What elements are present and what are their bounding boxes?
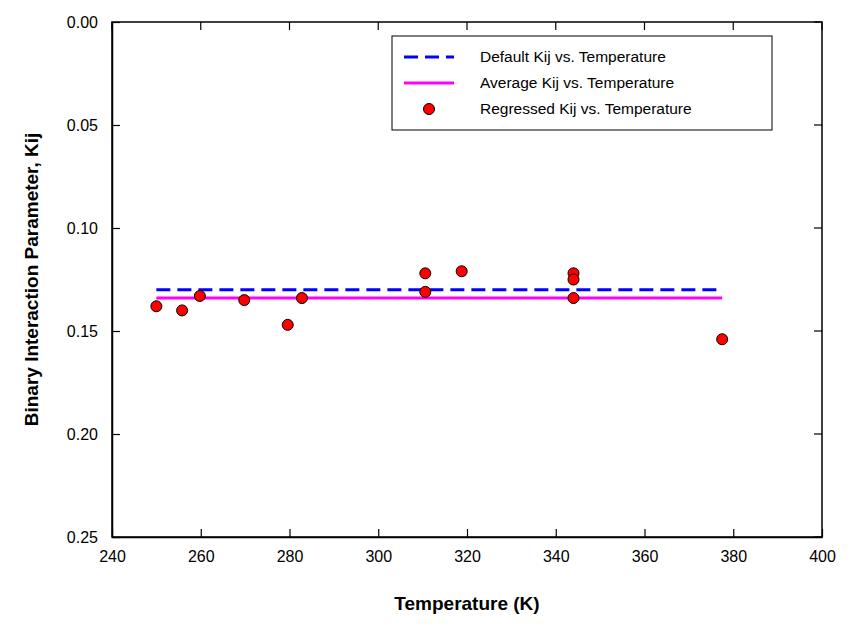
x-axis: 240 260 280 300 320 340 360 380 400 bbox=[99, 529, 836, 565]
plot-area bbox=[151, 266, 728, 345]
x-tick-mark bbox=[467, 529, 468, 537]
y-tick-mark-right bbox=[814, 124, 822, 125]
mirror-ticks bbox=[112, 22, 822, 537]
data-point bbox=[420, 286, 431, 297]
legend-swatch bbox=[424, 104, 435, 115]
y-tick-mark bbox=[112, 228, 120, 229]
y-tick-mark-right bbox=[814, 536, 822, 537]
data-point bbox=[420, 268, 431, 279]
y-tick: 0.05 bbox=[67, 117, 120, 134]
x-tick-mark bbox=[733, 529, 734, 537]
legend-box bbox=[392, 36, 772, 130]
x-tick-mark-top bbox=[111, 22, 112, 30]
x-tick: 380 bbox=[720, 529, 747, 565]
data-point bbox=[456, 266, 467, 277]
y-tick-mark bbox=[112, 331, 120, 332]
data-point bbox=[296, 293, 307, 304]
legend-swatch bbox=[404, 56, 454, 59]
data-point bbox=[239, 295, 250, 306]
data-point bbox=[151, 301, 162, 312]
x-tick-label: 360 bbox=[632, 548, 659, 565]
x-tick-mark bbox=[289, 529, 290, 537]
y-tick: 0.25 bbox=[67, 529, 120, 546]
x-tick-mark-top bbox=[733, 22, 734, 30]
x-axis-title: Temperature (K) bbox=[394, 593, 539, 614]
y-tick-mark bbox=[112, 434, 120, 435]
y-tick-mark-right bbox=[814, 330, 822, 331]
x-tick-label: 280 bbox=[277, 548, 304, 565]
y-tick-mark-right bbox=[814, 21, 822, 22]
y-tick-mark bbox=[112, 537, 120, 538]
y-tick: 0.00 bbox=[67, 14, 120, 31]
y-tick-label: 0.00 bbox=[67, 14, 98, 31]
y-tick-mark-right bbox=[814, 433, 822, 434]
x-tick-label: 340 bbox=[543, 548, 570, 565]
chart: 2402602803003203403603804000.000.050.100… bbox=[0, 0, 856, 626]
x-tick: 400 bbox=[809, 529, 836, 565]
series-line bbox=[156, 288, 722, 291]
x-tick-label: 300 bbox=[365, 548, 392, 565]
x-tick-label: 400 bbox=[809, 548, 836, 565]
y-tick-mark bbox=[112, 22, 120, 23]
x-tick: 300 bbox=[365, 529, 392, 565]
data-point bbox=[194, 290, 205, 301]
y-tick: 0.15 bbox=[67, 323, 120, 340]
x-tick-label: 380 bbox=[720, 548, 747, 565]
y-axis-line bbox=[112, 23, 114, 538]
x-tick-mark bbox=[822, 529, 823, 537]
data-point bbox=[717, 334, 728, 345]
y-tick-label: 0.20 bbox=[67, 426, 98, 443]
x-tick: 360 bbox=[632, 529, 659, 565]
x-tick-mark bbox=[201, 529, 202, 537]
x-tick-mark bbox=[378, 529, 379, 537]
x-tick: 320 bbox=[454, 529, 481, 565]
x-tick-mark-top bbox=[644, 22, 645, 30]
y-tick-label: 0.05 bbox=[67, 117, 98, 134]
y-tick-label: 0.15 bbox=[67, 323, 98, 340]
legend: Default Kij vs. Temperature Average Kij v… bbox=[392, 36, 772, 130]
x-tick-mark-top bbox=[821, 22, 822, 30]
y-tick-label: 0.25 bbox=[67, 529, 98, 546]
x-tick: 280 bbox=[277, 529, 304, 565]
data-point bbox=[568, 274, 579, 285]
data-point bbox=[282, 319, 293, 330]
y-tick: 0.20 bbox=[67, 426, 120, 443]
y-axis: 0.00 0.05 0.10 0.15 0.20 0.25 bbox=[67, 14, 120, 546]
x-tick-label: 260 bbox=[188, 548, 215, 565]
y-tick-label: 0.10 bbox=[67, 220, 98, 237]
x-tick-mark bbox=[644, 529, 645, 537]
legend-label: Average Kij vs. Temperature bbox=[480, 74, 674, 91]
y-tick-mark-right bbox=[814, 227, 822, 228]
x-tick: 340 bbox=[543, 529, 570, 565]
data-point bbox=[568, 293, 579, 304]
x-tick-label: 320 bbox=[454, 548, 481, 565]
x-tick-mark-top bbox=[200, 22, 201, 30]
x-tick-mark-top bbox=[466, 22, 467, 30]
x-tick: 260 bbox=[188, 529, 215, 565]
legend-swatch bbox=[404, 82, 454, 85]
y-tick: 0.10 bbox=[67, 220, 120, 237]
y-tick-mark bbox=[112, 125, 120, 126]
y-axis-title: Binary Interaction Parameter, Kij bbox=[21, 133, 42, 427]
x-tick-mark-top bbox=[378, 22, 379, 30]
x-tick-mark-top bbox=[289, 22, 290, 30]
plot-frame bbox=[112, 22, 822, 537]
data-point bbox=[177, 305, 188, 316]
legend-label: Regressed Kij vs. Temperature bbox=[480, 100, 692, 117]
x-tick-label: 240 bbox=[99, 548, 126, 565]
x-tick-mark bbox=[556, 529, 557, 537]
x-tick-mark-top bbox=[555, 22, 556, 30]
legend-label: Default Kij vs. Temperature bbox=[480, 48, 666, 65]
